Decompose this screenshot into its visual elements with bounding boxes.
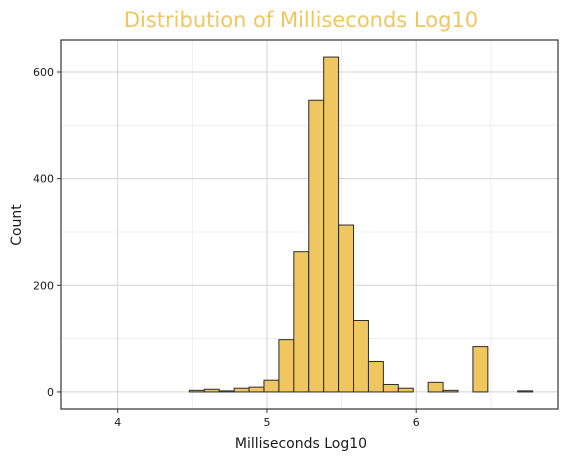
histogram-bar xyxy=(218,390,235,393)
histogram-bar xyxy=(427,381,444,393)
histogram-bar xyxy=(472,346,489,393)
x-tick-label: 5 xyxy=(263,416,270,429)
histogram-bar xyxy=(248,386,265,393)
panel-border xyxy=(60,39,559,410)
plot-panel: 4 5 6 0 200 400 600 xyxy=(33,39,559,429)
histogram-bar xyxy=(323,56,340,393)
y-tick-label: 200 xyxy=(33,279,54,292)
y-tick-label: 600 xyxy=(33,66,54,79)
y-axis-title: Count xyxy=(9,204,25,246)
histogram-bar xyxy=(442,389,459,393)
histogram-bar xyxy=(203,388,220,393)
histogram-bar xyxy=(353,319,369,393)
histogram-bar xyxy=(188,389,205,393)
x-tick-label: 4 xyxy=(114,416,121,429)
histogram-bar xyxy=(278,339,295,393)
y-tick-label: 400 xyxy=(33,173,54,186)
histogram-bar xyxy=(338,224,355,393)
histogram-bar xyxy=(263,379,280,393)
histogram-bar xyxy=(367,361,384,393)
histogram-bar xyxy=(517,390,534,393)
x-tick-label: 6 xyxy=(413,416,420,429)
histogram-bar xyxy=(397,387,414,393)
x-axis-title: Milliseconds Log10 xyxy=(235,436,367,452)
histogram-bar xyxy=(233,387,250,393)
histogram-bar xyxy=(308,99,325,393)
chart-title: Distribution of Milliseconds Log10 xyxy=(124,8,478,32)
y-tick-label: 0 xyxy=(47,386,54,399)
histogram-bar xyxy=(382,383,399,393)
histogram-bar xyxy=(293,251,310,393)
histogram-bars xyxy=(188,56,534,393)
y-axis-ticks: 0 200 400 600 xyxy=(33,66,61,399)
x-axis-ticks: 4 5 6 xyxy=(114,409,420,429)
